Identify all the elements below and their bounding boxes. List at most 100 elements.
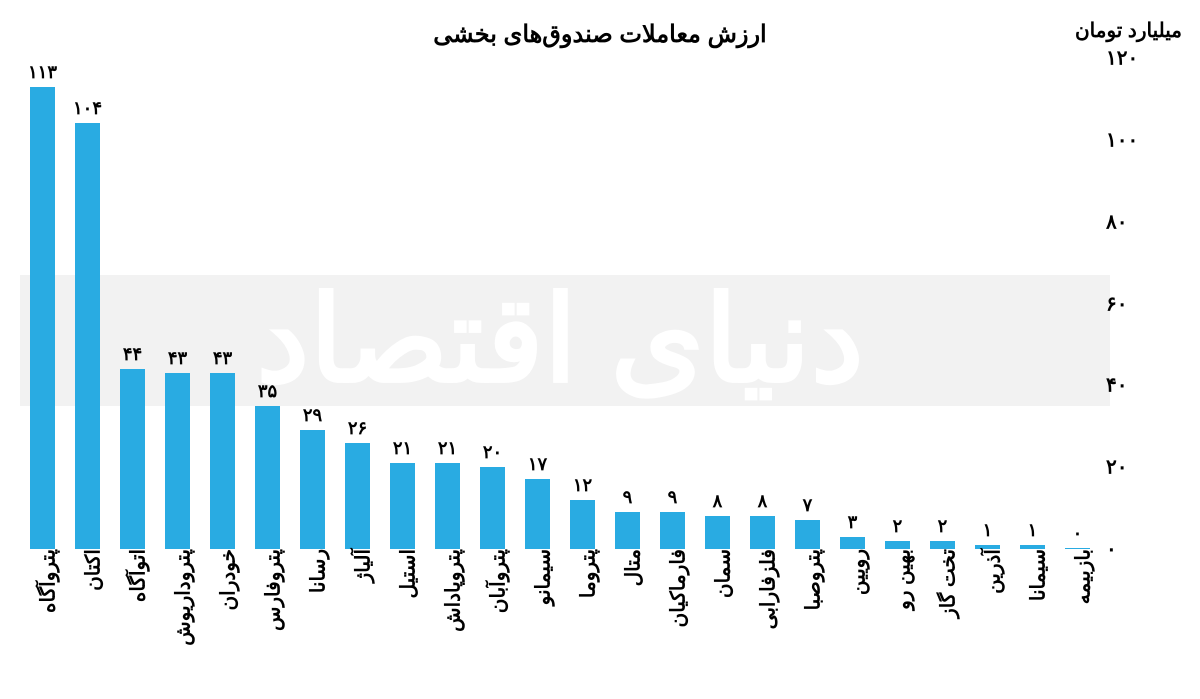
bar: ۷ [795, 520, 820, 549]
bar: ۲۱ [390, 463, 415, 549]
bar-value-label: ۹ [623, 487, 633, 508]
bar-category-label: رسانا [295, 549, 330, 593]
bar-category-label: پتروفارس [250, 549, 285, 631]
y-tick-label: ۲۰ [1106, 455, 1127, 480]
bar-value-label: ۷ [803, 495, 813, 516]
bar-slot: ۳رویین [830, 58, 875, 549]
bar-slot: ۱آذرین [965, 58, 1010, 549]
bar-category-label: پتروآگاه [25, 549, 60, 613]
bar-slot: ۸سمان [695, 58, 740, 549]
bar-slot: ۲۶آلیاژ [335, 58, 380, 549]
bar: ۹ [615, 512, 640, 549]
bar-slot: ۲۹رسانا [290, 58, 335, 549]
bar-category-label: بازبیمه [1060, 549, 1095, 604]
bar-category-label: آذرین [970, 549, 1005, 594]
bar: ۱۰۴ [75, 123, 100, 549]
bar-category-label: پتروآبان [475, 549, 510, 613]
bar-value-label: ۰ [1073, 523, 1083, 544]
bar-category-label: پتروداریوش [160, 549, 195, 646]
bar: ۲ [885, 541, 910, 549]
bar-category-label: استیل [385, 549, 420, 599]
bar-value-label: ۱۱۳ [28, 62, 57, 83]
bar: ۳۵ [255, 406, 280, 549]
bar-slot: ۲۰پتروآبان [470, 58, 515, 549]
bar-slot: ۳۵پتروفارس [245, 58, 290, 549]
bar-slot: ۲۱پتروپاداش [425, 58, 470, 549]
bar: ۳ [840, 537, 865, 549]
y-tick-label: ۴۰ [1106, 373, 1127, 398]
bar-category-label: آلیاژ [340, 549, 375, 582]
bar: ۸ [750, 516, 775, 549]
bar: ۴۳ [165, 373, 190, 549]
bar-category-label: فلزفارابی [745, 549, 780, 629]
chart-title: ارزش معاملات صندوق‌های بخشی [0, 20, 1200, 49]
bar-value-label: ۴۳ [213, 348, 232, 369]
bar: ۲۹ [300, 430, 325, 549]
y-tick-label: ۰ [1106, 537, 1117, 562]
bar: ۲۱ [435, 463, 460, 549]
bar-value-label: ۸ [758, 491, 768, 512]
bar-category-label: سمان [700, 549, 735, 598]
chart-container: ارزش معاملات صندوق‌های بخشی میلیارد توما… [0, 0, 1200, 699]
bar: ۱۲ [570, 500, 595, 549]
y-tick-label: ۱۲۰ [1106, 46, 1138, 71]
bar-category-label: فارماکیان [655, 549, 690, 627]
bar-value-label: ۱ [1028, 520, 1038, 541]
bar-value-label: ۱۷ [528, 454, 547, 475]
plot-area: دنیای اقتصاد ۰۲۰۴۰۶۰۸۰۱۰۰۱۲۰ ۱۱۳پتروآگاه… [20, 58, 1100, 549]
y-axis-title: میلیارد تومان [1075, 18, 1182, 43]
bar-slot: ۴۳پتروداریوش [155, 58, 200, 549]
bar: ۸ [705, 516, 730, 549]
bar-slot: ۱۰۴اکتان [65, 58, 110, 549]
bar-value-label: ۲۱ [393, 438, 412, 459]
bar: ۱۱۳ [30, 87, 55, 549]
bar-category-label: تخت گاز [925, 549, 960, 618]
bar-value-label: ۲۱ [438, 438, 457, 459]
y-tick-label: ۱۰۰ [1106, 127, 1138, 152]
bar-value-label: ۳ [848, 512, 858, 533]
bar: ۲۰ [480, 467, 505, 549]
bar-category-label: سیمانو [520, 549, 555, 605]
bar-value-label: ۱ [983, 520, 993, 541]
bar-value-label: ۲ [893, 516, 903, 537]
bar-slot: ۱سیمانا [1010, 58, 1055, 549]
bar-slot: ۸فلزفارابی [740, 58, 785, 549]
bar-slot: ۲تخت گاز [920, 58, 965, 549]
bar-slot: ۹فارماکیان [650, 58, 695, 549]
bar-category-label: پتروصبا [790, 549, 825, 610]
bar-category-label: متال [610, 549, 645, 586]
bar-value-label: ۲۶ [348, 418, 367, 439]
bar-slot: ۲۱استیل [380, 58, 425, 549]
bar-value-label: ۲ [938, 516, 948, 537]
y-tick-label: ۸۰ [1106, 209, 1127, 234]
bar-category-label: خودران [205, 549, 240, 611]
bar-value-label: ۴۴ [123, 344, 142, 365]
bar-value-label: ۳۵ [258, 381, 277, 402]
bar-value-label: ۹ [668, 487, 678, 508]
bar: ۲۶ [345, 443, 370, 549]
bar-slot: ۱۱۳پتروآگاه [20, 58, 65, 549]
bar-value-label: ۱۲ [573, 475, 592, 496]
bar-slot: ۷پتروصبا [785, 58, 830, 549]
bar-slot: ۴۴اتوآگاه [110, 58, 155, 549]
bar-category-label: اتوآگاه [115, 549, 150, 602]
bar-slot: ۹متال [605, 58, 650, 549]
y-tick-label: ۶۰ [1106, 291, 1127, 316]
bar-slot: ۲بهین رو [875, 58, 920, 549]
bar-slot: ۱۲پتروما [560, 58, 605, 549]
bar: ۹ [660, 512, 685, 549]
bar-value-label: ۲۰ [483, 442, 502, 463]
bar-category-label: اکتان [70, 549, 105, 591]
bar: ۴۴ [120, 369, 145, 549]
bar-value-label: ۲۹ [303, 405, 322, 426]
bar-value-label: ۴۳ [168, 348, 187, 369]
bar-category-label: رویین [835, 549, 870, 595]
bar-slot: ۰بازبیمه [1055, 58, 1100, 549]
bar-category-label: پتروپاداش [430, 549, 465, 632]
bar: ۱۷ [525, 479, 550, 549]
bar-category-label: بهین رو [880, 549, 915, 610]
bar: ۲ [930, 541, 955, 549]
bar-category-label: سیمانا [1015, 549, 1050, 601]
bar: ۴۳ [210, 373, 235, 549]
bar-value-label: ۸ [713, 491, 723, 512]
